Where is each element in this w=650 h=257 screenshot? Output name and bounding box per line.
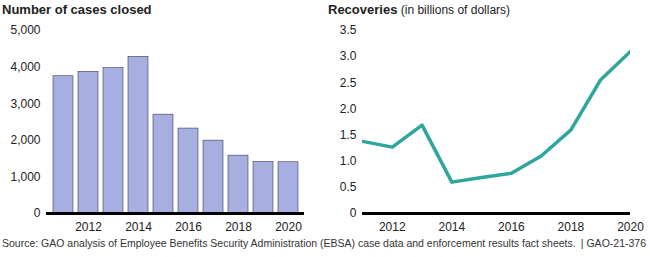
svg-text:0: 0 [350, 206, 357, 220]
html-text:Source: GAO analysis of Employ: Source: GAO analysis of Employee Benefit… [2, 237, 646, 249]
svg-text:2016: 2016 [498, 220, 525, 234]
svg-text:2012: 2012 [75, 220, 102, 234]
svg-text:2018: 2018 [558, 220, 585, 234]
svg-text:2.5: 2.5 [340, 76, 357, 90]
svg-text:2.0: 2.0 [340, 102, 357, 116]
svg-text:4,000: 4,000 [10, 60, 40, 74]
html-text:Recoveries (in billions of dol: Recoveries (in billions of dollars) [328, 2, 511, 17]
svg-text:3,000: 3,000 [10, 97, 40, 111]
svg-text:1,000: 1,000 [10, 170, 40, 184]
svg-text:2020: 2020 [617, 220, 644, 234]
svg-text:2014: 2014 [438, 220, 465, 234]
svg-text:0: 0 [34, 206, 41, 220]
svg-text:2020: 2020 [275, 220, 302, 234]
svg-text:2012: 2012 [379, 220, 406, 234]
html-text:Number of cases closed: Number of cases closed [2, 2, 152, 17]
svg-text:1.5: 1.5 [340, 128, 357, 142]
svg-text:5,000: 5,000 [10, 23, 40, 37]
svg-text:3.5: 3.5 [340, 23, 357, 37]
svg-text:3.0: 3.0 [340, 49, 357, 63]
svg-text:1.0: 1.0 [340, 154, 357, 168]
svg-text:2,000: 2,000 [10, 133, 40, 147]
svg-text:0.5: 0.5 [340, 180, 357, 194]
svg-text:2014: 2014 [125, 220, 152, 234]
svg-text:2016: 2016 [175, 220, 202, 234]
svg-text:2018: 2018 [225, 220, 252, 234]
